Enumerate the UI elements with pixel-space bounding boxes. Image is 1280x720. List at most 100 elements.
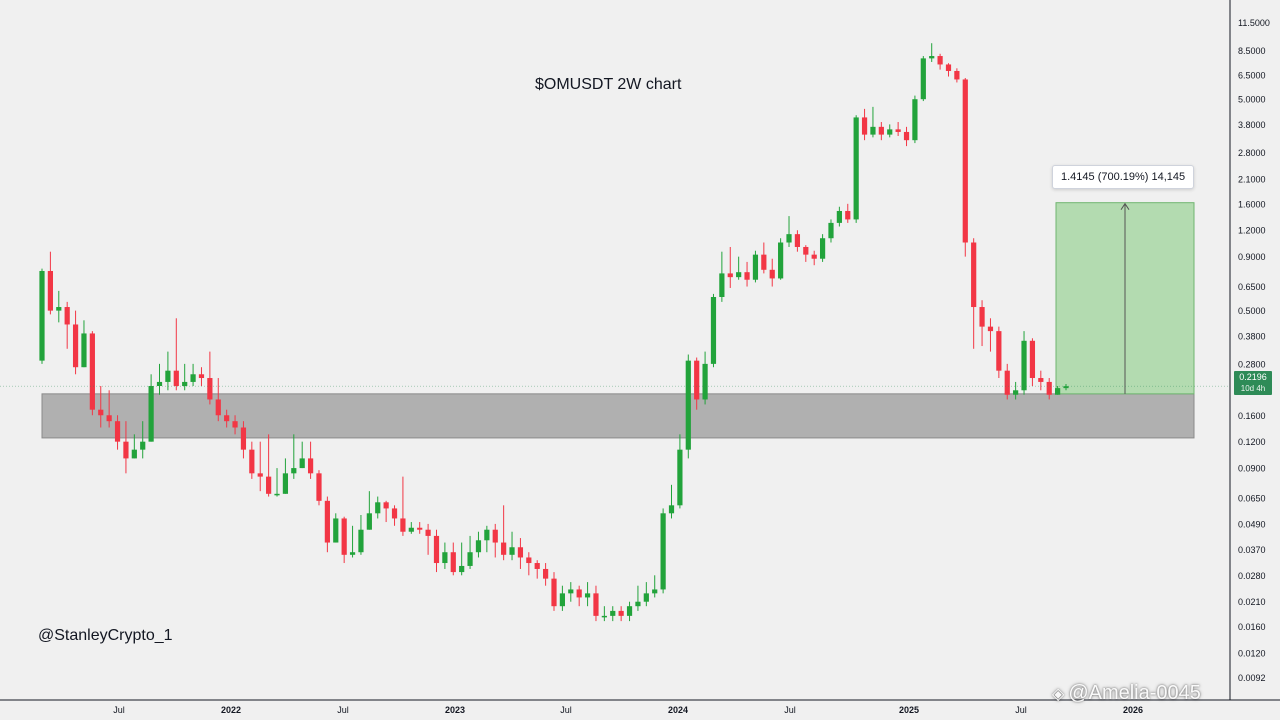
y-tick-label: 0.0900 xyxy=(1238,464,1266,474)
candle-body xyxy=(912,99,918,141)
candle-body xyxy=(828,222,834,239)
candle-body xyxy=(198,374,205,379)
candle-body xyxy=(761,254,767,270)
candle-body xyxy=(249,449,255,474)
last-price-value: 0.2196 xyxy=(1239,372,1267,382)
x-tick-label: Jul xyxy=(560,705,572,715)
candle-body xyxy=(106,415,112,422)
candle-body xyxy=(72,324,79,368)
candle-body xyxy=(971,242,977,308)
candle-body xyxy=(819,238,826,259)
y-tick-label: 0.0650 xyxy=(1238,493,1266,503)
candle-body xyxy=(98,409,104,416)
candle-body xyxy=(123,441,129,459)
candle-body xyxy=(778,242,784,279)
candle-body xyxy=(576,589,582,598)
candle-body xyxy=(736,272,742,278)
candle-body xyxy=(1021,340,1027,391)
candle-body xyxy=(156,381,163,387)
candle-body xyxy=(165,370,171,382)
candle-body xyxy=(232,421,238,428)
y-tick-label: 0.0210 xyxy=(1238,597,1266,607)
candle-body xyxy=(719,273,725,298)
candle-body xyxy=(266,476,272,494)
candle-body xyxy=(291,468,297,474)
measure-arrow-head xyxy=(1120,202,1130,210)
y-tick-label: 3.8000 xyxy=(1238,120,1266,130)
x-tick-label: Jul xyxy=(337,705,349,715)
y-tick-label: 0.0160 xyxy=(1238,622,1266,632)
candle-body xyxy=(954,70,960,80)
last-price-tag: 0.2196 10d 4h xyxy=(1234,371,1272,395)
candle-body xyxy=(282,473,289,494)
candle-body xyxy=(1046,381,1052,395)
candle-body xyxy=(182,381,188,387)
x-tick-label: Jul xyxy=(1015,705,1027,715)
candle-body xyxy=(710,297,717,364)
y-tick-label: 8.5000 xyxy=(1238,46,1266,56)
y-tick-label: 0.1200 xyxy=(1238,437,1266,447)
y-tick-label: 5.0000 xyxy=(1238,95,1266,105)
candle-body xyxy=(391,508,398,519)
watermark-text: @Amelia-0045 xyxy=(1068,682,1201,704)
candle-body xyxy=(601,615,607,618)
candle-body xyxy=(668,505,675,514)
y-tick-label: 0.3800 xyxy=(1238,331,1266,341)
candle-body xyxy=(551,578,557,607)
candle-body xyxy=(559,593,565,607)
candle-body xyxy=(929,56,935,59)
support-zone xyxy=(41,393,1195,439)
candle-body xyxy=(442,552,448,564)
y-tick-label: 1.2000 xyxy=(1238,226,1266,236)
candle-body xyxy=(626,606,633,616)
candle-body xyxy=(307,458,314,474)
candle-body xyxy=(190,374,196,382)
y-tick-label: 0.0370 xyxy=(1238,545,1266,555)
y-tick-label: 0.0280 xyxy=(1238,571,1266,581)
candle-body xyxy=(56,307,62,311)
watermark: ◈ @Amelia-0045 xyxy=(1052,682,1201,705)
candle-body xyxy=(543,568,549,579)
candle-body xyxy=(618,610,624,616)
candle-body xyxy=(324,500,330,543)
candle-body xyxy=(459,565,465,573)
candle-body xyxy=(240,427,247,450)
candle-body xyxy=(979,307,985,327)
candle-body xyxy=(895,129,901,132)
candle-body xyxy=(660,513,666,590)
candle-body xyxy=(140,441,146,450)
x-tick-label: Jul xyxy=(113,705,125,715)
candle-body xyxy=(694,360,700,400)
candle-body xyxy=(224,415,230,422)
candle-body xyxy=(358,529,364,553)
candle-body xyxy=(937,56,943,65)
candle-body xyxy=(786,234,792,243)
candle-body xyxy=(1013,390,1019,395)
measure-label: 1.4145 (700.19%) 14,145 xyxy=(1052,165,1195,189)
candle-body xyxy=(870,126,876,135)
y-tick-label: 2.1000 xyxy=(1238,174,1266,184)
candle-body xyxy=(811,254,817,259)
candle-body xyxy=(534,563,540,569)
candle-body xyxy=(89,333,95,410)
candle-body xyxy=(903,131,910,141)
y-tick-label: 6.5000 xyxy=(1238,71,1266,81)
candle-body xyxy=(173,370,179,387)
y-tick-label: 0.0120 xyxy=(1238,649,1266,659)
candle-body xyxy=(450,552,456,573)
candle-body xyxy=(408,527,414,532)
candle-body xyxy=(945,64,952,71)
x-tick-label: 2026 xyxy=(1123,705,1143,715)
candle-body xyxy=(677,449,683,506)
y-tick-label: 0.5000 xyxy=(1238,306,1266,316)
candle-body xyxy=(47,270,53,311)
candle-body xyxy=(257,473,263,477)
candle-body xyxy=(433,535,440,564)
candle-body xyxy=(685,360,691,450)
candle-body xyxy=(769,269,775,279)
candle-body xyxy=(526,557,532,564)
candle-body xyxy=(492,529,498,543)
candle-body xyxy=(114,421,121,442)
candle-body xyxy=(207,378,213,400)
